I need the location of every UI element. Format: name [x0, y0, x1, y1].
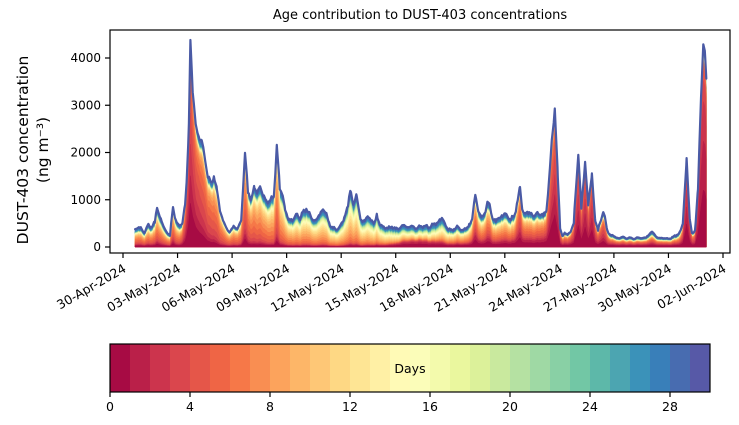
- colorbar-cell-25: [610, 344, 631, 392]
- colorbar-cell-17: [450, 344, 471, 392]
- y-axis-label-line1: DUST-403 concentration: [13, 55, 32, 245]
- colorbar-tick-label: 4: [186, 399, 194, 414]
- y-tick-label: 4000: [70, 51, 101, 65]
- colorbar-tick-label: 16: [422, 399, 438, 414]
- age-bin-area-16: [134, 53, 707, 248]
- colorbar-cell-19: [490, 344, 511, 392]
- colorbar-cell-0: [110, 344, 131, 392]
- colorbar-tick-label: 24: [582, 399, 598, 414]
- colorbar-cell-21: [530, 344, 551, 392]
- colorbar-cell-23: [570, 344, 591, 392]
- x-axis-ticks: 30-Apr-202403-May-202406-May-202409-May-…: [54, 253, 729, 315]
- colorbar-label: Days: [394, 360, 426, 376]
- colorbar-tick-label: 20: [502, 399, 518, 414]
- colorbar-cell-13: [370, 344, 391, 392]
- colorbar-cell-24: [590, 344, 611, 392]
- colorbar-cell-16: [430, 344, 451, 392]
- colorbar-cell-3: [170, 344, 191, 392]
- colorbar-cell-5: [210, 344, 231, 392]
- colorbar-cell-4: [190, 344, 211, 392]
- y-axis-label-line2: (ng m⁻³): [34, 116, 52, 184]
- plot-border: [109, 29, 731, 254]
- colorbar-cell-28: [670, 344, 691, 392]
- stacked-age-areas: [134, 39, 707, 248]
- colorbar-cell-26: [630, 344, 651, 392]
- colorbar-cell-2: [150, 344, 171, 392]
- envelope: [134, 38, 708, 241]
- colorbar-tick-label: 28: [662, 399, 678, 414]
- total-envelope-line: [134, 38, 708, 241]
- y-tick-label: 1000: [70, 193, 101, 207]
- colorbar-cell-27: [650, 344, 671, 392]
- colorbar-cell-10: [310, 344, 331, 392]
- colorbar-cell-7: [250, 344, 271, 392]
- y-tick-label: 0: [93, 240, 101, 254]
- colorbar-border: [109, 343, 711, 393]
- colorbar-tick-label: 12: [342, 399, 358, 414]
- colorbar-cell-6: [230, 344, 251, 392]
- colorbar-cell-9: [290, 344, 311, 392]
- y-tick-label: 2000: [70, 146, 101, 160]
- colorbar-cell-8: [270, 344, 291, 392]
- colorbar-tick-label: 0: [106, 399, 114, 414]
- colorbar-cell-12: [350, 344, 371, 392]
- plot-frame: [109, 29, 731, 254]
- colorbar-cell-20: [510, 344, 531, 392]
- colorbar-cell-1: [130, 344, 151, 392]
- colorbar: 0 4 8 12 16 20 24 28: [106, 343, 711, 414]
- colorbar-cell-22: [550, 344, 571, 392]
- colorbar-cell-29: [690, 344, 711, 392]
- y-tick-label: 3000: [70, 98, 101, 112]
- y-axis-ticks: 0 1000 2000 3000 4000: [70, 51, 110, 254]
- colorbar-cell-18: [470, 344, 491, 392]
- colorbar-tick-label: 8: [266, 399, 274, 414]
- age-bin-area-0: [134, 189, 707, 248]
- chart-title: Age contribution to DUST-403 concentrati…: [272, 8, 568, 23]
- colorbar-cell-14: [390, 344, 411, 392]
- y-axis-label: DUST-403 concentration (ng m⁻³): [13, 56, 53, 245]
- colorbar-cell-11: [330, 344, 351, 392]
- colorbar-cell-15: [410, 344, 431, 392]
